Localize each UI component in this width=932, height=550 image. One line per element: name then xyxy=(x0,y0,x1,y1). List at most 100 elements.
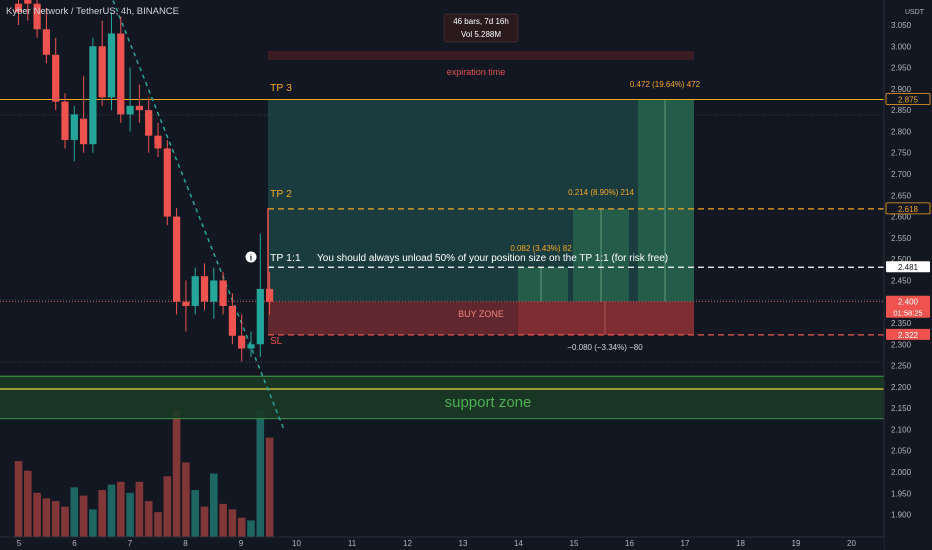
bars-info-box xyxy=(443,13,519,43)
price-tick-label: 2.600 xyxy=(891,213,912,222)
price-tag-label: 2.875 xyxy=(898,95,919,104)
sl-stat: −0.080 (−3.34%) −80 xyxy=(567,343,643,352)
volume-layer xyxy=(14,410,274,537)
time-tick-label: 5 xyxy=(17,539,22,548)
price-tick-label: 2.800 xyxy=(891,127,912,136)
volume-bar xyxy=(79,495,88,537)
price-tag-box xyxy=(885,202,931,215)
volume-bar xyxy=(33,492,41,537)
candle-body xyxy=(247,344,255,349)
volume-bar xyxy=(126,492,134,537)
expiration-label: expiration time xyxy=(447,67,506,77)
tp3-stat: 0.472 (19.64%) 472 xyxy=(630,80,701,89)
stop-box xyxy=(518,301,694,335)
time-tick-label: 17 xyxy=(681,539,690,548)
price-tick-label: 2.000 xyxy=(891,468,912,477)
time-tick-label: 14 xyxy=(514,539,523,548)
target-box-tp1 xyxy=(518,267,568,302)
volume-bar xyxy=(24,470,32,537)
volume-bar xyxy=(135,481,144,537)
volume-bar xyxy=(219,503,227,537)
candle-body xyxy=(210,280,218,302)
info-icon-circle xyxy=(245,251,257,263)
price-tick-label: 2.200 xyxy=(891,383,912,392)
volume-bar xyxy=(70,487,79,537)
price-tick-label: 2.150 xyxy=(891,404,912,413)
candles-layer xyxy=(14,0,274,362)
price-axis-background xyxy=(884,0,932,550)
price-tick-label: 2.250 xyxy=(891,362,912,371)
volume-bar xyxy=(107,484,116,537)
price-axis[interactable]: USDT 3.050 3.000 2.950 2.900 2.850 2.800 2.750 2… xyxy=(883,0,932,550)
tp1-label: TP 1:1 xyxy=(270,252,301,264)
time-tick-label: 20 xyxy=(847,539,856,548)
volume-bar xyxy=(228,509,237,537)
candle-body xyxy=(200,276,209,302)
candle-body xyxy=(117,33,125,115)
bars-info-line2: Vol 5.288M xyxy=(461,30,501,39)
trend-line xyxy=(112,0,285,430)
price-tick-label: 2.300 xyxy=(891,340,912,349)
price-tag-box xyxy=(886,295,930,318)
tp1-stat: 0.082 (3.43%) 82 xyxy=(510,244,572,253)
candle-body xyxy=(42,29,50,55)
candle-body xyxy=(14,3,23,13)
candle-body xyxy=(98,46,106,98)
volume-bar xyxy=(89,509,97,537)
time-tick-label: 11 xyxy=(348,539,357,548)
info-icon[interactable]: i xyxy=(245,251,257,263)
countdown-label: 01:58:25 xyxy=(893,309,922,318)
levels-layer xyxy=(0,0,884,430)
time-tick-label: 18 xyxy=(736,539,745,548)
volume-bar xyxy=(172,410,181,537)
time-axis-background xyxy=(0,537,884,550)
price-tick-label: 2.950 xyxy=(891,64,912,73)
bars-info-line1: 46 bars, 7d 16h xyxy=(453,17,509,26)
price-tick-label: 1.950 xyxy=(891,489,912,498)
candle-body xyxy=(70,114,78,140)
volume-bar xyxy=(117,481,125,537)
price-tag-label: 2.400 xyxy=(898,298,919,307)
price-tick-label: 2.900 xyxy=(891,85,912,94)
candle-body xyxy=(154,135,162,149)
candle-body xyxy=(107,33,116,98)
price-axis-unit: USDT xyxy=(905,9,925,16)
candle-body xyxy=(173,216,181,302)
time-tick-label: 9 xyxy=(239,539,244,548)
time-tick-label: 12 xyxy=(403,539,412,548)
volume-bar xyxy=(210,473,218,537)
price-tick-label: 3.000 xyxy=(891,42,912,51)
candle-body xyxy=(24,0,32,4)
target-box-tp3 xyxy=(638,99,694,302)
price-tag-label: 2.618 xyxy=(898,205,919,214)
volume-bar xyxy=(61,506,69,537)
profit-zone xyxy=(268,99,694,302)
volume-bar xyxy=(200,506,209,537)
candle-body xyxy=(238,335,246,349)
support-zone-upper xyxy=(0,376,884,389)
time-tick-label: 16 xyxy=(625,539,634,548)
candle-body xyxy=(80,118,88,145)
candle-body xyxy=(89,46,97,145)
volume-bar xyxy=(265,437,274,537)
volume-bar xyxy=(98,490,106,537)
price-tag-box xyxy=(886,328,930,340)
price-tick-label: 2.650 xyxy=(891,191,912,200)
volume-bar xyxy=(191,490,199,537)
tp3-label: TP 3 xyxy=(270,82,292,94)
volume-bar xyxy=(144,501,153,537)
volume-bar xyxy=(42,498,51,537)
price-tick-label: 3.050 xyxy=(891,21,912,30)
volume-bar xyxy=(51,501,60,537)
symbol-title: Kyber Network / TetherUS, 4h, BINANCE xyxy=(6,6,179,17)
buy-zone-label: BUY ZONE xyxy=(458,309,504,319)
candle-body xyxy=(145,110,153,136)
candle-body xyxy=(228,305,236,336)
volume-bar xyxy=(154,512,162,537)
candle-body xyxy=(135,105,143,111)
price-tag-box xyxy=(885,93,931,105)
time-axis[interactable]: 5 6 7 8 9 10 11 12 13 14 15 16 17 18 19 20 xyxy=(0,536,884,550)
candle-body xyxy=(182,301,190,306)
price-tick-label: 2.700 xyxy=(891,170,912,179)
